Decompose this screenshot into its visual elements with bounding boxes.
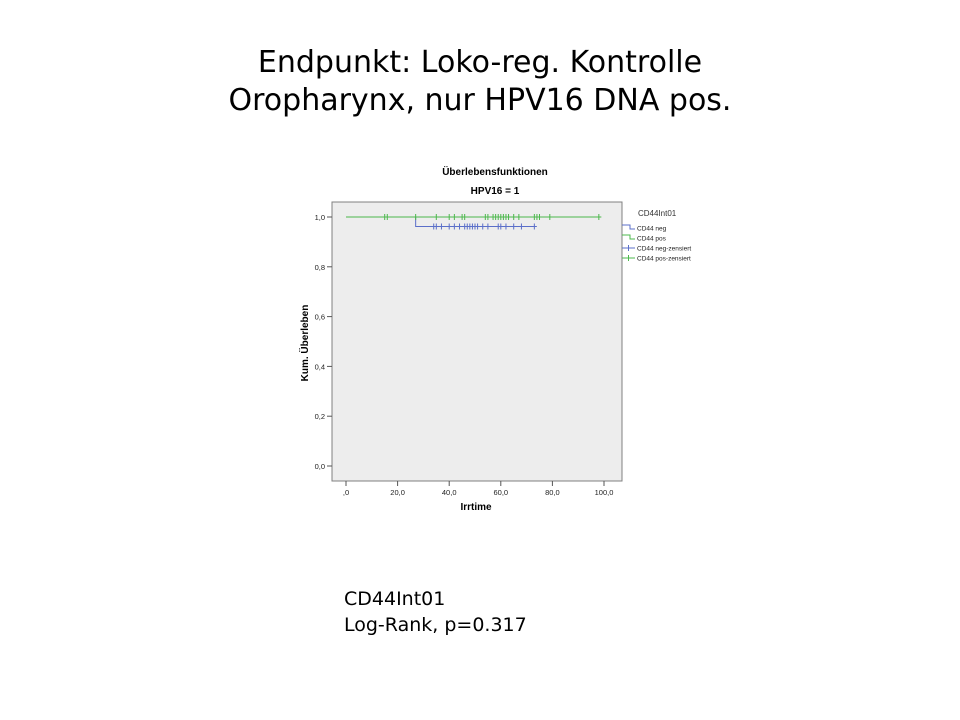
censor-mark [433, 214, 439, 220]
y-axis-label: Kum. Überleben [298, 305, 311, 382]
chart-subtitle: HPV16 = 1 [471, 186, 520, 197]
y-tick-label: 0,0 [315, 462, 325, 471]
legend-censor-icon [622, 255, 635, 261]
legend-label: CD44 neg [637, 226, 667, 233]
legend-label: CD44 neg-zensiert [637, 246, 691, 253]
y-tick-label: 0,4 [315, 362, 325, 371]
censor-mark [451, 214, 457, 220]
series-layer [346, 214, 602, 230]
slide-title-line-2: Oropharynx, nur HPV16 DNA pos. [228, 83, 732, 118]
plot-area [331, 201, 623, 482]
footnote-variable: CD44Int01 [344, 588, 446, 610]
y-tick-label: 0,6 [315, 313, 325, 322]
legend-label: CD44 pos-zensiert [637, 256, 691, 263]
x-axis-label: Irrtime [460, 502, 492, 513]
censor-mark [531, 223, 537, 230]
legend-title: CD44Int01 [638, 209, 677, 218]
censor-mark [457, 223, 463, 230]
footnote: CD44Int01 Log-Rank, p=0.317 [344, 586, 527, 638]
censor-mark [413, 214, 419, 220]
x-tick-label: 20,0 [390, 488, 405, 497]
censor-mark [596, 214, 602, 220]
censor-mark [480, 223, 486, 230]
censor-mark [518, 223, 524, 230]
slide-title: Endpunkt: Loko-reg. Kontrolle Oropharynx… [0, 44, 960, 120]
censor-mark [462, 214, 468, 220]
legend-line-icon [622, 224, 635, 230]
x-tick-label: 60,0 [493, 488, 508, 497]
censor-mark [451, 223, 457, 230]
x-tick-label: ,0 [343, 488, 349, 497]
legend-label: CD44 pos [637, 236, 667, 243]
slide-title-line-1: Endpunkt: Loko-reg. Kontrolle [257, 45, 703, 80]
censor-mark [446, 223, 452, 230]
y-tick-label: 0,8 [315, 263, 325, 272]
censor-mark [506, 214, 512, 220]
censor-mark [485, 223, 491, 230]
legend-line-icon [622, 234, 635, 240]
censor-mark [503, 223, 509, 230]
x-tick-label: 80,0 [545, 488, 560, 497]
censor-mark [433, 223, 439, 230]
x-tick-label: 100,0 [595, 488, 614, 497]
censor-mark [485, 214, 491, 220]
censor-mark [516, 214, 522, 220]
survival-chart: Überlebensfunktionen HPV16 = 1 0,0 0,2 0,4… [290, 158, 710, 520]
legend: CD44Int01 CD44 neg CD44 pos CD44 neg-zensi… [622, 209, 691, 263]
censor-mark [498, 223, 504, 230]
censor-mark [537, 214, 542, 220]
y-tick-label: 0,2 [315, 412, 325, 421]
footnote-log-rank: Log-Rank, p=0.317 [344, 614, 527, 636]
censor-mark [446, 214, 452, 220]
censor-mark [511, 214, 517, 220]
chart-title: Überlebensfunktionen [442, 165, 548, 178]
censor-mark [511, 223, 517, 230]
axes: 0,0 0,2 0,4 0,6 0,8 1,0 ,0 20,0 40,0 60,0 80,0 100,… [315, 213, 614, 497]
survival-chart-svg: Überlebensfunktionen HPV16 = 1 0,0 0,2 0,4… [298, 165, 691, 513]
x-tick-label: 40,0 [442, 488, 457, 497]
censor-mark [384, 214, 390, 220]
censor-mark [438, 223, 444, 230]
censor-mark [547, 214, 553, 220]
censor-mark [475, 223, 481, 230]
y-tick-label: 1,0 [315, 213, 325, 222]
legend-censor-icon [622, 245, 635, 251]
